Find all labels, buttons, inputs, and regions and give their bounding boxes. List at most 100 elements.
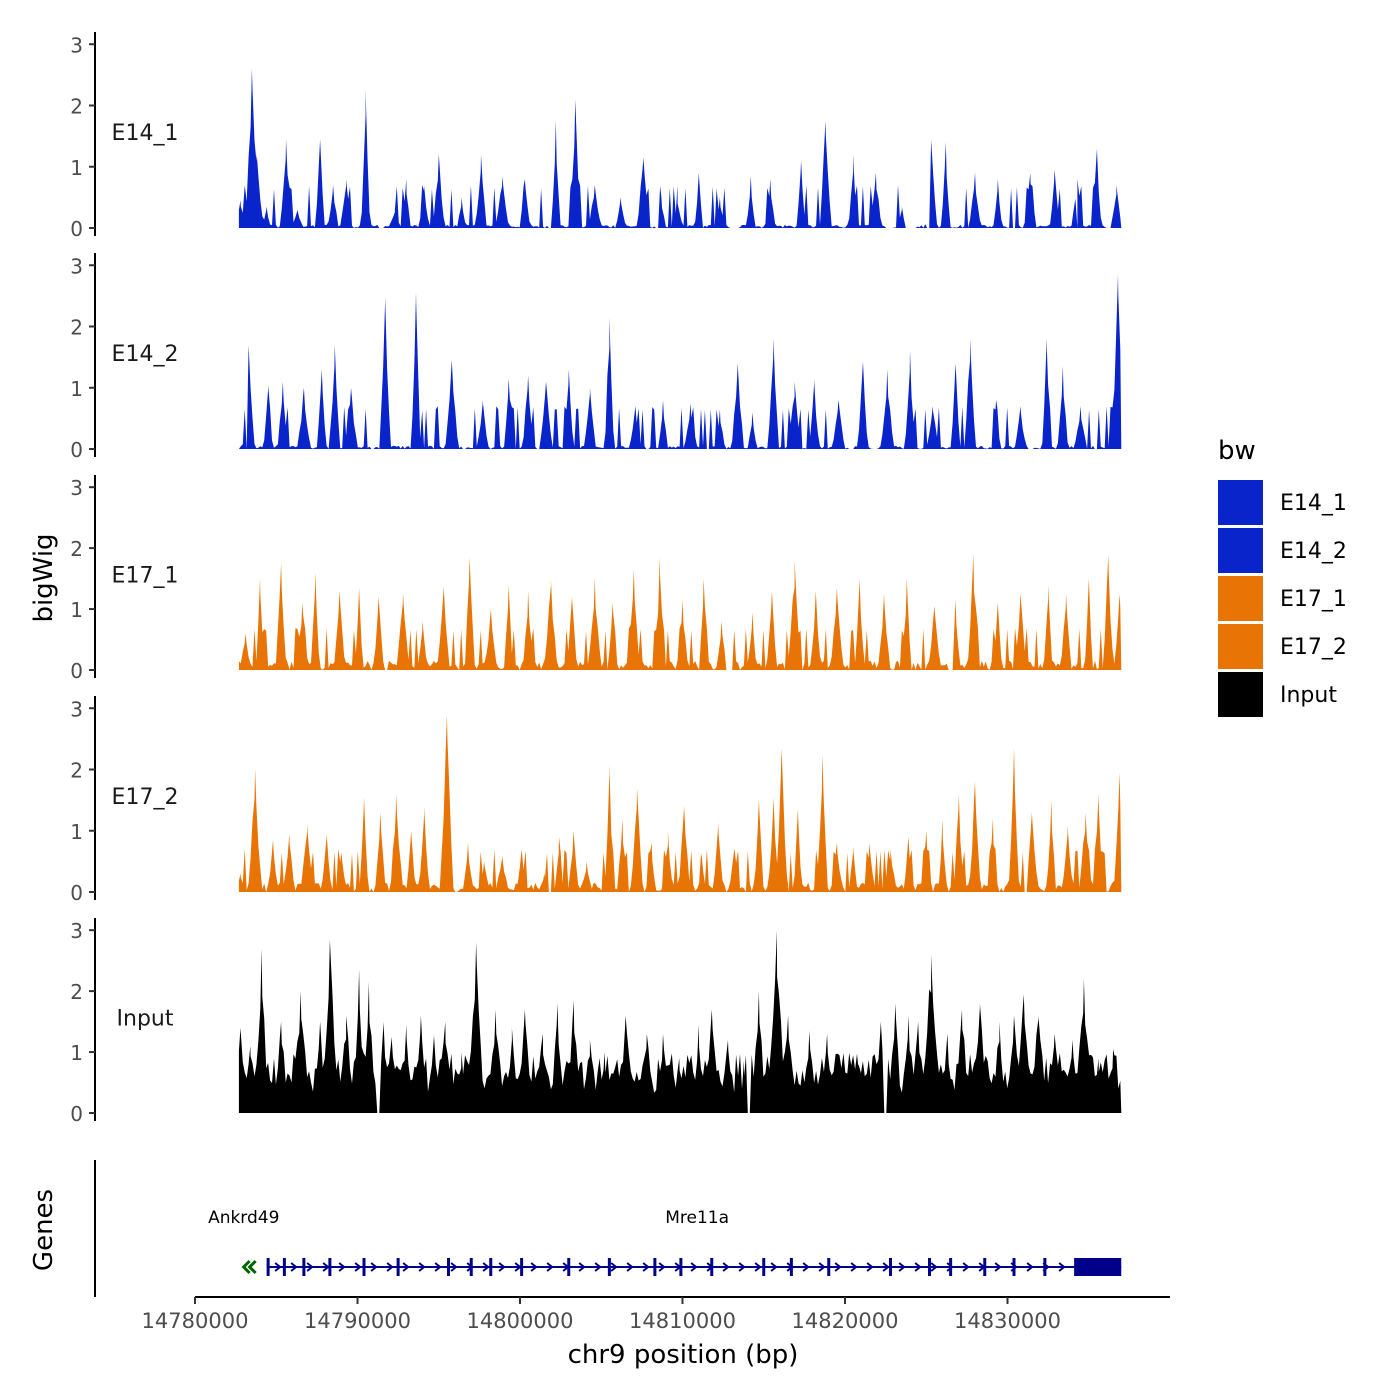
x-axis-title: chr9 position (bp) xyxy=(568,1340,799,1370)
strand-arrow xyxy=(322,1262,330,1272)
signal-area xyxy=(238,68,1122,228)
exon xyxy=(710,1258,714,1276)
strand-arrow xyxy=(994,1262,1002,1272)
strand-arrow xyxy=(402,1262,410,1272)
strand-arrow xyxy=(722,1262,730,1272)
track-label: Input xyxy=(117,1007,174,1032)
strand-arrow xyxy=(930,1262,938,1272)
track-input: 0 1 2 3 Input xyxy=(70,918,1122,1126)
legend-swatch xyxy=(1218,480,1263,525)
gene-label: Mre11a xyxy=(665,1208,729,1228)
strand-arrow xyxy=(610,1262,618,1272)
strand-arrow xyxy=(594,1262,602,1272)
signal-area xyxy=(238,930,1122,1113)
y-tick-label: 3 xyxy=(70,33,83,57)
legend-label: E17_2 xyxy=(1280,635,1347,660)
x-axis: 14780000 14790000 14800000 14810000 14820000… xyxy=(142,1296,1170,1333)
gene-label: Ankrd49 xyxy=(208,1208,279,1228)
strand-arrow xyxy=(274,1262,282,1272)
y-tick-label: 0 xyxy=(70,1102,83,1126)
legend-entry: E14_1 xyxy=(1218,480,1347,525)
y-tick-label: 2 xyxy=(70,95,83,119)
strand-arrow xyxy=(418,1262,426,1272)
y-tick-label: 1 xyxy=(70,1041,83,1065)
track-e14-2: 0 1 2 3 E14_2 xyxy=(70,253,1122,462)
strand-arrow xyxy=(770,1262,778,1272)
signal-tracks: 0 1 2 3 E14_1 0 1 2 3 E14_2 0 1 2 3 E17_1 0 1 2 3 E17_2 0 1 2 3… xyxy=(70,32,1122,1126)
gene-ankrd49: Ankrd49 xyxy=(208,1208,279,1275)
legend-label: E17_1 xyxy=(1280,587,1347,612)
strand-arrow xyxy=(386,1262,394,1272)
y-tick-label: 1 xyxy=(70,377,83,401)
strand-arrow xyxy=(882,1262,890,1272)
strand-arrow xyxy=(530,1262,538,1272)
y-tick-label: 3 xyxy=(70,476,83,500)
strand-arrow xyxy=(1058,1262,1066,1272)
strand-arrow xyxy=(241,1259,257,1275)
legend-entry: E14_2 xyxy=(1218,528,1347,573)
exon xyxy=(789,1258,793,1276)
exon xyxy=(266,1258,270,1276)
gene-mre11a: Mre11a xyxy=(266,1208,1122,1276)
y-tick-label: 0 xyxy=(70,438,83,462)
strand-arrow xyxy=(1026,1262,1034,1272)
exon xyxy=(679,1258,683,1276)
strand-arrow xyxy=(754,1262,762,1272)
legend-swatch xyxy=(1218,528,1263,573)
x-tick-label: 14800000 xyxy=(467,1309,574,1333)
y-tick-label: 0 xyxy=(70,659,83,683)
legend-title: bw xyxy=(1218,436,1256,466)
y-tick-label: 2 xyxy=(70,980,83,1004)
strand-arrow xyxy=(450,1262,458,1272)
y-tick-label: 0 xyxy=(70,217,83,241)
exon xyxy=(489,1258,493,1276)
strand-arrow xyxy=(898,1262,906,1272)
strand-arrow xyxy=(306,1262,314,1272)
strand-arrow xyxy=(866,1262,874,1272)
utr-block xyxy=(1074,1258,1122,1276)
signal-area xyxy=(238,714,1122,892)
strand-arrow xyxy=(658,1262,666,1272)
x-tick-label: 14830000 xyxy=(954,1309,1061,1333)
legend: bw E14_1 E14_2 E17_1 E17_2 Input xyxy=(1218,436,1347,717)
signal-area xyxy=(238,274,1122,449)
strand-arrow xyxy=(690,1262,698,1272)
legend-entry: E17_2 xyxy=(1218,624,1347,669)
strand-arrow xyxy=(818,1262,826,1272)
x-tick-label: 14810000 xyxy=(629,1309,736,1333)
signal-area xyxy=(238,554,1122,670)
genes-track: Ankrd49 Mre11a xyxy=(94,1160,1122,1297)
exon xyxy=(928,1258,931,1276)
y-tick-label: 2 xyxy=(70,537,83,561)
y-tick-label: 1 xyxy=(70,156,83,180)
strand-arrow xyxy=(354,1262,362,1272)
strand-arrow xyxy=(578,1262,586,1272)
exon xyxy=(607,1258,611,1276)
exon xyxy=(328,1258,332,1276)
strand-arrow xyxy=(642,1262,650,1272)
track-e17-2: 0 1 2 3 E17_2 xyxy=(70,696,1122,905)
exon xyxy=(520,1258,524,1276)
exon xyxy=(469,1258,473,1276)
strand-arrow xyxy=(738,1262,746,1272)
y-tick-label: 3 xyxy=(70,254,83,278)
exon xyxy=(827,1258,831,1276)
exon xyxy=(762,1258,766,1276)
legend-label: Input xyxy=(1280,683,1337,708)
strand-arrow xyxy=(370,1262,378,1272)
strand-arrow xyxy=(338,1262,346,1272)
exon xyxy=(889,1258,892,1276)
track-label: E14_1 xyxy=(112,121,179,146)
y-tick-label: 0 xyxy=(70,881,83,905)
legend-entry: Input xyxy=(1218,672,1337,717)
legend-label: E14_2 xyxy=(1280,539,1347,564)
strand-arrow xyxy=(914,1262,922,1272)
exon xyxy=(1043,1258,1047,1276)
exon xyxy=(949,1258,953,1276)
strand-arrow xyxy=(290,1262,298,1272)
x-tick-label: 14790000 xyxy=(304,1309,411,1333)
y-tick-label: 2 xyxy=(70,316,83,340)
y-tick-label: 3 xyxy=(70,697,83,721)
legend-label: E14_1 xyxy=(1280,491,1347,516)
exon xyxy=(567,1258,571,1276)
